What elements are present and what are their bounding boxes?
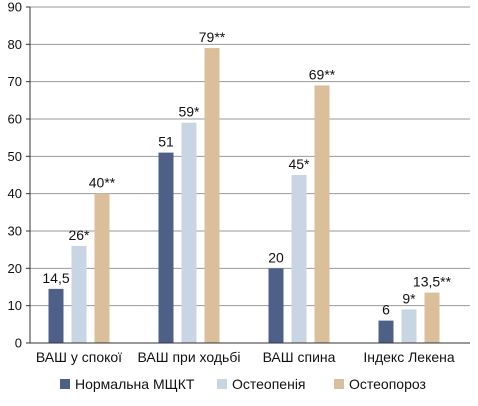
x-axis: ВАШ у спокої ВАШ при ходьбі ВАШ спина Індек…: [30, 342, 470, 365]
legend: Нормальна МЩКТ Остеопенія Остеопороз: [60, 376, 426, 392]
data-label: 20: [268, 249, 284, 265]
bar-1-3: [268, 268, 284, 343]
x-category-label: ВАШ спина: [263, 349, 336, 365]
legend-label: Остеопороз: [349, 376, 426, 392]
legend-swatch: [60, 379, 70, 389]
bar-3-4: [424, 292, 440, 343]
bar-3-1: [94, 193, 110, 343]
legend-label: Остеопенія: [232, 376, 306, 392]
data-label: 40**: [89, 175, 116, 191]
y-tick-label: 80: [8, 37, 22, 52]
y-tick-label: 0: [15, 336, 22, 351]
data-label: 9*: [402, 290, 416, 306]
y-tick-label: 90: [8, 0, 22, 15]
y-tick-label: 10: [8, 298, 22, 313]
y-tick-label: 70: [8, 74, 22, 89]
bar-2-1: [71, 245, 87, 343]
data-label: 45*: [288, 156, 310, 172]
x-category-label: Індекс Лекена: [363, 349, 455, 365]
data-label: 13,5**: [413, 274, 452, 290]
bar-3-2: [204, 48, 220, 344]
bar-3-3: [314, 85, 330, 344]
x-category-label: ВАШ при ходьбі: [138, 349, 241, 365]
data-label: 79**: [199, 29, 226, 45]
bar-1-2: [158, 152, 174, 343]
bar-1-1: [48, 288, 64, 343]
y-tick-label: 40: [8, 186, 22, 201]
y-tick-label: 50: [8, 149, 22, 164]
legend-label: Нормальна МЩКТ: [75, 376, 195, 392]
data-label: 51: [158, 134, 174, 150]
y-tick-label: 30: [8, 224, 22, 239]
y-axis: 0 10 20 30 40 50 60 70 80 90: [8, 0, 31, 351]
bar-2-3: [291, 175, 307, 343]
y-tick-label: 60: [8, 112, 22, 127]
data-label: 6: [382, 302, 390, 318]
data-label: 59*: [178, 104, 200, 120]
x-category-label: ВАШ у спокої: [36, 349, 122, 365]
data-label: 14,5: [42, 270, 69, 286]
bars: [48, 48, 440, 344]
data-label: 26*: [68, 227, 90, 243]
bar-2-4: [401, 309, 417, 343]
bar-1-4: [378, 320, 394, 343]
legend-swatch: [217, 379, 227, 389]
y-tick-label: 20: [8, 261, 22, 276]
bar-2-2: [181, 122, 197, 343]
legend-swatch: [334, 379, 344, 389]
data-label: 69**: [309, 66, 336, 82]
